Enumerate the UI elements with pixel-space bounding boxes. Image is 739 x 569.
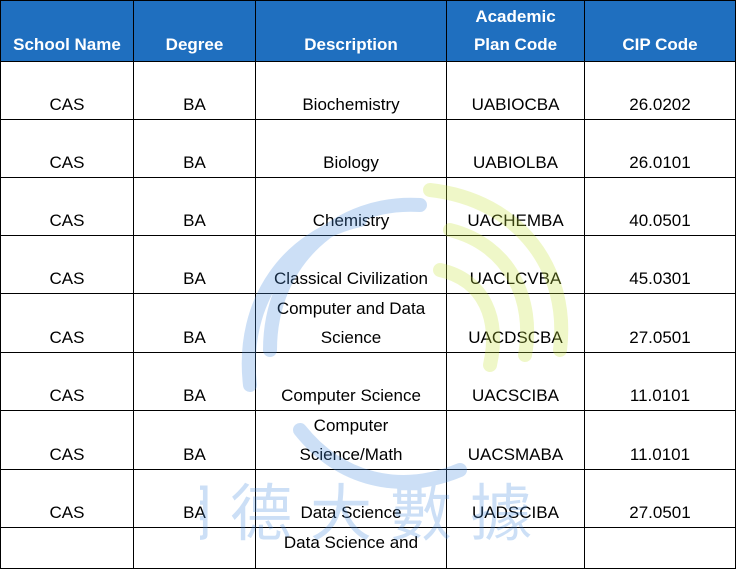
degree-cell: BA <box>133 177 256 236</box>
degree-cell: BA <box>133 410 256 470</box>
plan-code-cell: UADSCIBA <box>446 469 585 528</box>
plan-code-cell: UACSCIBA <box>446 352 585 411</box>
header-academic-plan-code: Academic Plan Code <box>446 0 585 62</box>
table-row: CAS BA Biochemistry UABIOCBA 26.0202 <box>0 61 736 120</box>
school-cell: CAS <box>0 352 134 411</box>
plan-code-cell: UACLCVBA <box>446 235 585 294</box>
plan-code-cell: UABIOLBA <box>446 119 585 178</box>
plan-code-cell: UACDSCBA <box>446 293 585 353</box>
header-description: Description <box>255 0 447 62</box>
cip-code-cell: 11.0101 <box>584 352 736 411</box>
school-cell: CAS <box>0 61 134 120</box>
cip-code-cell: 40.0501 <box>584 177 736 236</box>
header-school-name: School Name <box>0 0 134 62</box>
school-cell: CAS <box>0 235 134 294</box>
table-row: CAS BA Biology UABIOLBA 26.0101 <box>0 119 736 178</box>
table-row: CAS BA Data Science UADSCIBA 27.0501 <box>0 469 736 528</box>
degree-cell: BA <box>133 119 256 178</box>
header-degree: Degree <box>133 0 256 62</box>
school-cell <box>0 527 134 569</box>
degree-cell: BA <box>133 235 256 294</box>
cip-code-cell: 27.0501 <box>584 293 736 353</box>
cip-code-cell: 26.0101 <box>584 119 736 178</box>
plan-code-cell: UACHEMBA <box>446 177 585 236</box>
school-cell: CAS <box>0 293 134 353</box>
cip-code-cell: 26.0202 <box>584 61 736 120</box>
description-cell: Computer Science <box>255 352 447 411</box>
description-cell: Classical Civilization <box>255 235 447 294</box>
header-row: School Name Degree Description Academic … <box>0 0 736 62</box>
cip-code-cell: 11.0101 <box>584 410 736 470</box>
table-row: CAS BA Computer Science/Math UACSMABA 11… <box>0 410 736 470</box>
school-cell: CAS <box>0 119 134 178</box>
degree-cell: BA <box>133 61 256 120</box>
school-cell: CAS <box>0 177 134 236</box>
degree-cell: BA <box>133 352 256 411</box>
header-cip-code: CIP Code <box>584 0 736 62</box>
degree-cell: BA <box>133 293 256 353</box>
description-cell: Computer and Data Science <box>255 293 447 353</box>
table-row: CAS BA Computer and Data Science UACDSCB… <box>0 293 736 353</box>
cip-code-cell <box>584 527 736 569</box>
school-cell: CAS <box>0 469 134 528</box>
plan-code-cell: UABIOCBA <box>446 61 585 120</box>
description-cell: Biochemistry <box>255 61 447 120</box>
plan-code-cell <box>446 527 585 569</box>
description-cell: Data Science <box>255 469 447 528</box>
plan-code-cell: UACSMABA <box>446 410 585 470</box>
school-cell: CAS <box>0 410 134 470</box>
cip-code-cell: 45.0301 <box>584 235 736 294</box>
table-row: CAS BA Computer Science UACSCIBA 11.0101 <box>0 352 736 411</box>
table-row: CAS BA Chemistry UACHEMBA 40.0501 <box>0 177 736 236</box>
cip-code-cell: 27.0501 <box>584 469 736 528</box>
table-row: CAS BA Classical Civilization UACLCVBA 4… <box>0 235 736 294</box>
table-row: Data Science and <box>0 527 736 569</box>
description-cell: Biology <box>255 119 447 178</box>
description-cell: Data Science and <box>255 527 447 569</box>
description-cell: Chemistry <box>255 177 447 236</box>
degree-cell <box>133 527 256 569</box>
degree-cell: BA <box>133 469 256 528</box>
description-cell: Computer Science/Math <box>255 410 447 470</box>
